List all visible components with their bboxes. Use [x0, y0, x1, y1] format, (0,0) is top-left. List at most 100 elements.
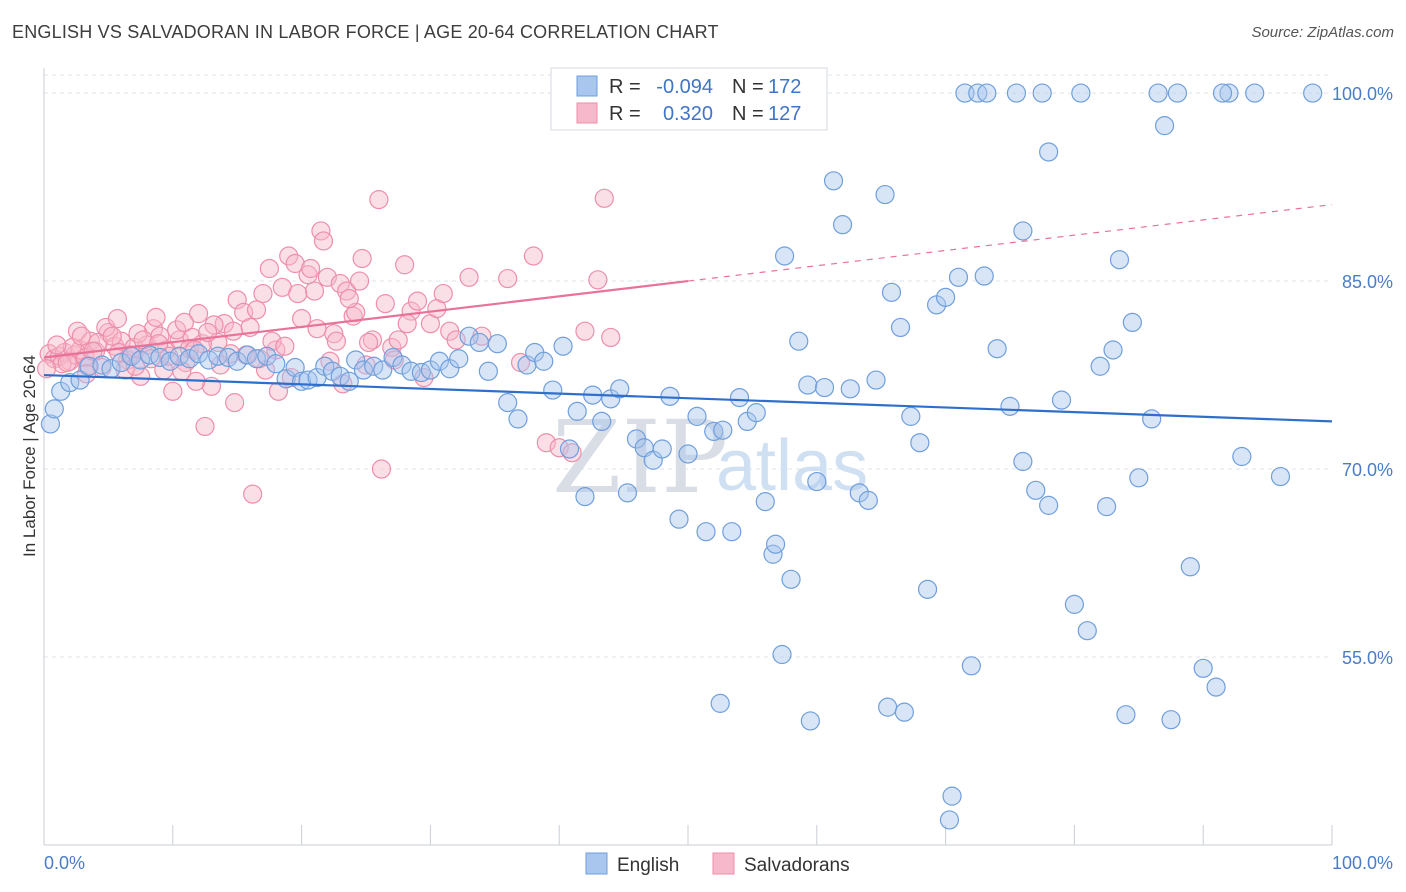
- salvadoran-point: [536, 433, 556, 453]
- english-point: [292, 371, 312, 391]
- salvadoran-point: [36, 359, 57, 379]
- english-point: [1032, 83, 1052, 103]
- salvadoran-point: [262, 331, 282, 351]
- english-point: [1077, 621, 1097, 641]
- english-point: [346, 350, 366, 370]
- english-point: [939, 810, 960, 830]
- english-point: [1116, 705, 1136, 725]
- salvadoran-point: [167, 320, 187, 340]
- english-point: [1122, 312, 1142, 333]
- english-point: [669, 509, 689, 529]
- salvadoran-point: [288, 283, 308, 304]
- x-ticks: [43, 825, 1333, 845]
- english-point: [678, 444, 698, 464]
- english-point: [1000, 396, 1020, 416]
- english-point: [401, 361, 421, 381]
- english-point: [729, 387, 750, 408]
- english-point: [160, 351, 180, 371]
- y-tick-label: 55.0%: [1342, 648, 1393, 668]
- salvadoran-point: [498, 268, 518, 289]
- salvadoran-point: [204, 315, 224, 335]
- salvadoran-point: [369, 189, 389, 210]
- salvadoran-point: [227, 290, 247, 310]
- bottom-legend-english-swatch: [585, 852, 608, 875]
- salvadoran-point: [301, 258, 321, 279]
- english-point: [266, 354, 286, 374]
- english-point: [901, 406, 921, 426]
- english-point: [131, 350, 151, 370]
- english-point: [890, 317, 911, 338]
- salvadoran-point: [253, 283, 273, 304]
- salvadoran-point: [102, 326, 122, 346]
- salvadoran-point: [195, 416, 215, 437]
- english-point: [610, 379, 630, 399]
- english-point: [800, 711, 820, 731]
- watermark-zip: ZIP: [552, 399, 728, 516]
- english-point: [866, 370, 886, 390]
- salvadoran-point: [371, 459, 392, 479]
- english-point: [208, 346, 228, 366]
- english-point: [765, 534, 786, 554]
- english-point: [875, 184, 895, 205]
- english-point: [617, 483, 638, 503]
- english-point: [807, 471, 827, 492]
- english-point: [652, 439, 672, 459]
- salvadoran-point: [588, 270, 608, 290]
- english-point: [459, 326, 479, 346]
- y-tick-label: 70.0%: [1342, 460, 1393, 480]
- english-point: [553, 336, 573, 356]
- salvadoran-point: [397, 314, 417, 334]
- salvadoran-point: [401, 301, 421, 321]
- legend-salvadoran-n-label: N =: [732, 103, 764, 125]
- salvadoran-point: [188, 304, 209, 324]
- english-point: [1103, 340, 1123, 360]
- english-point: [858, 490, 878, 510]
- english-trend-line: [43, 373, 1333, 423]
- salvadoran-point: [246, 300, 267, 320]
- english-point: [781, 569, 801, 589]
- salvadoran-point: [71, 326, 91, 346]
- english-point: [1167, 83, 1188, 103]
- english-point: [508, 409, 528, 429]
- english-point: [881, 282, 902, 302]
- english-point: [1064, 594, 1085, 614]
- salvadoran-point: [285, 253, 305, 274]
- english-point: [974, 266, 994, 286]
- salvadoran-point: [337, 281, 357, 301]
- legend: R = -0.094 N = 172 R = 0.320 N = 127: [550, 67, 828, 131]
- english-point: [961, 656, 981, 676]
- english-point: [987, 339, 1007, 359]
- salvadoran-point: [352, 248, 372, 269]
- english-point: [687, 406, 707, 426]
- y-tick-labels: 55.0% 70.0% 85.0% 100.0%: [1332, 84, 1393, 668]
- english-point: [894, 702, 914, 722]
- salvadoran-point: [163, 381, 183, 401]
- english-point: [1129, 468, 1149, 488]
- y-tick-label: 100.0%: [1332, 84, 1393, 104]
- english-point: [713, 420, 733, 440]
- english-point: [1161, 710, 1181, 730]
- salvadoran-point: [395, 255, 415, 275]
- salvadoran-point: [292, 309, 312, 329]
- english-point: [592, 411, 612, 432]
- salvadoran-point: [304, 281, 325, 301]
- english-point: [1051, 390, 1072, 410]
- salvadoran-point: [47, 335, 67, 355]
- english-point: [696, 522, 716, 542]
- x-tick-label-max: 100.0%: [1332, 853, 1393, 873]
- salvadoran-point: [275, 336, 295, 356]
- legend-salvadoran-swatch: [576, 102, 598, 124]
- english-point: [823, 171, 844, 191]
- bottom-legend-english-label: English: [617, 855, 679, 876]
- salvadoran-point: [223, 321, 243, 341]
- english-point: [1180, 557, 1200, 577]
- salvadoran-point: [128, 324, 148, 344]
- english-point: [1142, 409, 1162, 429]
- english-point: [469, 332, 489, 353]
- english-point: [1212, 83, 1233, 103]
- english-point: [789, 331, 809, 351]
- salvadoran-point: [146, 307, 166, 327]
- salvadoran-point: [125, 356, 146, 376]
- english-point: [910, 433, 930, 453]
